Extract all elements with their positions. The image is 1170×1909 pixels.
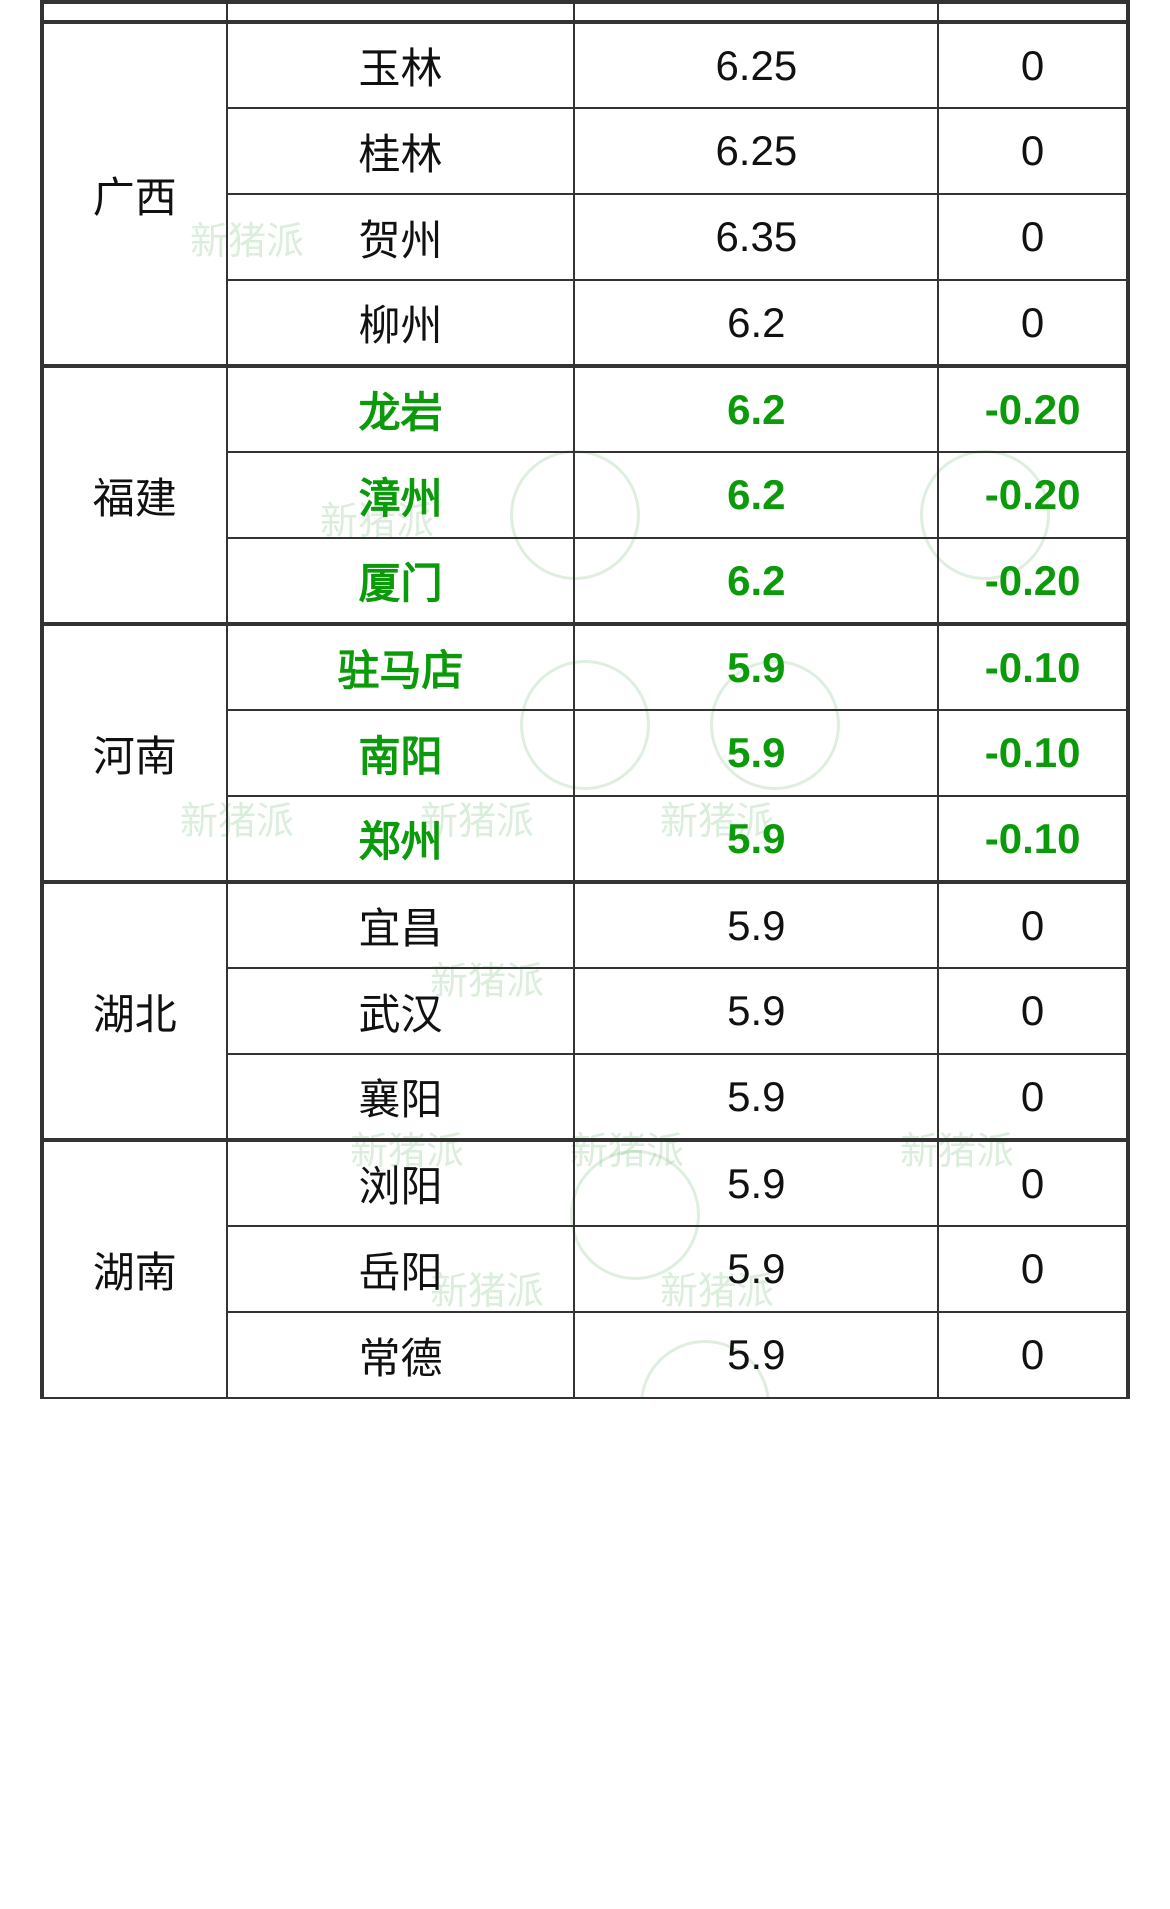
- cell-change: -0.20: [938, 366, 1128, 452]
- cell-change: -0.10: [938, 710, 1128, 796]
- cell-city: 桂林: [227, 108, 575, 194]
- cell-price-partial: [574, 2, 938, 22]
- cell-price: 6.25: [574, 108, 938, 194]
- cell-city-partial: [227, 2, 575, 22]
- cell-change: 0: [938, 194, 1128, 280]
- cell-city: 玉林: [227, 22, 575, 108]
- table-row: 福建龙岩6.2-0.20: [42, 366, 1128, 452]
- cell-price: 6.2: [574, 538, 938, 624]
- cell-city: 宜昌: [227, 882, 575, 968]
- cell-city: 常德: [227, 1312, 575, 1398]
- cell-city: 贺州: [227, 194, 575, 280]
- cell-change: 0: [938, 1140, 1128, 1226]
- cell-price: 5.9: [574, 968, 938, 1054]
- cell-price: 5.9: [574, 1226, 938, 1312]
- table-row: 广西玉林6.250: [42, 22, 1128, 108]
- price-table: 广西玉林6.250桂林6.250贺州6.350柳州6.20福建龙岩6.2-0.2…: [40, 0, 1130, 1399]
- cell-price: 5.9: [574, 1054, 938, 1140]
- cell-price: 5.9: [574, 710, 938, 796]
- cell-province: 福建: [42, 366, 227, 624]
- table-body: 广西玉林6.250桂林6.250贺州6.350柳州6.20福建龙岩6.2-0.2…: [42, 2, 1128, 1398]
- cell-change: -0.20: [938, 538, 1128, 624]
- cell-city: 漳州: [227, 452, 575, 538]
- cell-change: 0: [938, 108, 1128, 194]
- cell-city: 浏阳: [227, 1140, 575, 1226]
- cell-city: 柳州: [227, 280, 575, 366]
- cell-change: -0.10: [938, 796, 1128, 882]
- cell-price: 6.2: [574, 366, 938, 452]
- cell-change: -0.10: [938, 624, 1128, 710]
- cell-city: 南阳: [227, 710, 575, 796]
- cell-city: 驻马店: [227, 624, 575, 710]
- cell-price: 6.35: [574, 194, 938, 280]
- cell-province-partial: [42, 2, 227, 22]
- table-row: 湖北宜昌5.90: [42, 882, 1128, 968]
- cell-city: 岳阳: [227, 1226, 575, 1312]
- cell-price: 5.9: [574, 1140, 938, 1226]
- cell-change: 0: [938, 1226, 1128, 1312]
- cell-city: 厦门: [227, 538, 575, 624]
- cell-change: 0: [938, 968, 1128, 1054]
- cell-change: 0: [938, 882, 1128, 968]
- cell-city: 武汉: [227, 968, 575, 1054]
- table-row-partial-top: [42, 2, 1128, 22]
- cell-province: 广西: [42, 22, 227, 366]
- cell-province: 河南: [42, 624, 227, 882]
- cell-change: 0: [938, 1054, 1128, 1140]
- cell-province: 湖南: [42, 1140, 227, 1398]
- cell-change-partial: [938, 2, 1128, 22]
- table-row: 河南驻马店5.9-0.10: [42, 624, 1128, 710]
- cell-city: 龙岩: [227, 366, 575, 452]
- cell-change: 0: [938, 280, 1128, 366]
- cell-price: 6.25: [574, 22, 938, 108]
- cell-price: 5.9: [574, 1312, 938, 1398]
- cell-city: 襄阳: [227, 1054, 575, 1140]
- cell-change: -0.20: [938, 452, 1128, 538]
- cell-price: 5.9: [574, 624, 938, 710]
- cell-change: 0: [938, 22, 1128, 108]
- cell-city: 郑州: [227, 796, 575, 882]
- cell-price: 5.9: [574, 882, 938, 968]
- table-row: 湖南浏阳5.90: [42, 1140, 1128, 1226]
- cell-province: 湖北: [42, 882, 227, 1140]
- cell-price: 6.2: [574, 280, 938, 366]
- cell-price: 5.9: [574, 796, 938, 882]
- cell-price: 6.2: [574, 452, 938, 538]
- cell-change: 0: [938, 1312, 1128, 1398]
